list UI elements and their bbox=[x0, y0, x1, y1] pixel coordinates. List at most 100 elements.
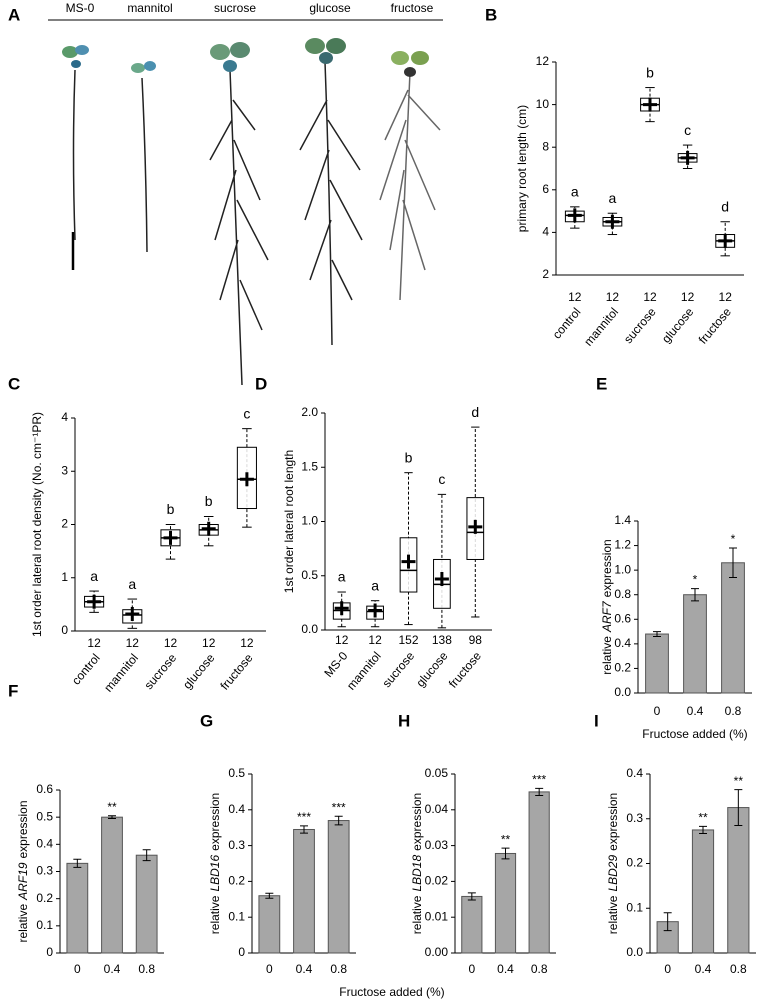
y-axis-label: primary root length (cm) bbox=[515, 105, 529, 232]
mean-marker bbox=[605, 214, 620, 229]
mean-marker bbox=[434, 572, 449, 587]
x-tick-label: 0 bbox=[664, 962, 671, 976]
y-tick-label: 0.04 bbox=[425, 802, 449, 816]
y-tick-label: 0.0 bbox=[301, 622, 318, 636]
y-tick-label: 0.4 bbox=[228, 802, 245, 816]
bar bbox=[258, 895, 281, 954]
y-tick-label: 0.05 bbox=[425, 766, 449, 780]
root bbox=[209, 69, 269, 386]
error-bar bbox=[265, 892, 274, 899]
x-tick-label: MS-0 bbox=[321, 649, 350, 680]
bar bbox=[327, 820, 350, 954]
mean-marker bbox=[680, 150, 695, 165]
y-tick-label: 0.4 bbox=[626, 766, 643, 780]
y-tick-label: 0.5 bbox=[36, 809, 53, 823]
panel-letter: F bbox=[8, 681, 18, 700]
error-bar bbox=[734, 789, 743, 826]
y-tick-label: 2 bbox=[61, 517, 68, 531]
leaf bbox=[71, 60, 81, 68]
y-tick-label: 0.2 bbox=[626, 856, 643, 870]
significance-letter: c bbox=[243, 405, 250, 421]
x-tick-label: sucrose bbox=[379, 649, 417, 690]
y-axis-label: 1st order lateral root length bbox=[282, 450, 296, 593]
mean-marker bbox=[163, 530, 178, 545]
bar bbox=[66, 862, 89, 954]
y-tick-label: 0.0 bbox=[614, 685, 631, 699]
panel-letter: E bbox=[596, 374, 607, 393]
treatment-label: glucose bbox=[309, 1, 351, 15]
y-tick-label: 0.5 bbox=[228, 766, 245, 780]
significance-annotation: *** bbox=[532, 772, 546, 786]
error-bar bbox=[729, 547, 737, 579]
leaf bbox=[131, 63, 145, 73]
bar bbox=[461, 895, 483, 954]
n-label: 12 bbox=[240, 636, 254, 650]
y-tick-label: 3 bbox=[61, 463, 68, 477]
y-axis-label: relative LBD18 expression bbox=[410, 793, 424, 934]
root bbox=[299, 61, 363, 346]
label-part: relative bbox=[410, 895, 424, 934]
y-tick-label: 0.6 bbox=[36, 782, 53, 796]
mean-marker bbox=[567, 208, 582, 223]
leaf bbox=[326, 38, 346, 54]
leaf bbox=[144, 61, 156, 71]
n-label: 138 bbox=[432, 633, 452, 647]
significance-letter: d bbox=[471, 404, 479, 420]
panel-letter: C bbox=[8, 374, 20, 393]
bar bbox=[645, 633, 669, 694]
x-tick-label: glucose bbox=[659, 305, 697, 346]
mean-marker bbox=[201, 521, 216, 536]
seedlings bbox=[71, 61, 441, 386]
panel-letter: A bbox=[8, 5, 20, 24]
panel-letter: H bbox=[398, 711, 410, 730]
y-tick-label: 0.2 bbox=[36, 891, 53, 905]
x-tick-label: 0.4 bbox=[497, 962, 514, 976]
mean-marker bbox=[368, 603, 383, 618]
y-tick-label: 0.3 bbox=[228, 838, 245, 852]
leaf bbox=[391, 51, 409, 65]
y-tick-label: 0.2 bbox=[614, 661, 631, 675]
x-tick-label: 0.4 bbox=[296, 962, 313, 976]
significance-letter: d bbox=[721, 198, 729, 214]
error-bar bbox=[699, 825, 707, 835]
error-bar bbox=[142, 849, 151, 862]
y-tick-label: 1.0 bbox=[301, 514, 318, 528]
leaf bbox=[210, 44, 230, 60]
y-axis-label: relative ARF7 expression bbox=[600, 539, 614, 674]
y-tick-label: 0.3 bbox=[626, 811, 643, 825]
significance-letter: c bbox=[684, 122, 691, 138]
y-tick-label: 0.2 bbox=[228, 874, 245, 888]
y-tick-label: 0.5 bbox=[301, 568, 318, 582]
y-tick-label: 4 bbox=[542, 225, 549, 239]
x-tick-label: mannitol bbox=[344, 649, 384, 693]
x-tick-label: mannitol bbox=[101, 651, 141, 695]
significance-letter: b bbox=[167, 501, 175, 517]
y-axis-label: 1st order lateral root density (No. cm⁻¹… bbox=[30, 412, 44, 637]
n-label: 12 bbox=[335, 633, 349, 647]
significance-annotation: ** bbox=[734, 774, 744, 788]
n-label: 12 bbox=[368, 633, 382, 647]
significance-letter: b bbox=[646, 64, 654, 80]
significance-annotation: ** bbox=[107, 800, 117, 814]
panel-letter: D bbox=[255, 374, 267, 393]
y-tick-label: 12 bbox=[536, 54, 550, 68]
x-tick-label: mannitol bbox=[581, 305, 621, 349]
y-tick-label: 0.00 bbox=[425, 945, 449, 959]
n-label: 12 bbox=[643, 290, 657, 304]
root bbox=[141, 77, 148, 253]
label-part: relative bbox=[16, 904, 30, 943]
y-tick-label: 0.01 bbox=[425, 909, 449, 923]
label-part: expression bbox=[16, 800, 30, 858]
significance-annotation: ** bbox=[501, 832, 511, 846]
n-label: 98 bbox=[469, 633, 483, 647]
x-tick-label: control bbox=[550, 305, 584, 342]
bar bbox=[528, 791, 550, 954]
y-axis-label: relative LBD16 expression bbox=[208, 793, 222, 934]
gene-name: LBD16 bbox=[208, 855, 222, 892]
significance-letter: a bbox=[371, 577, 379, 593]
leaf bbox=[411, 51, 429, 65]
gene-name: LBD29 bbox=[606, 855, 620, 892]
panel-letter: I bbox=[594, 711, 599, 730]
error-bar bbox=[300, 825, 308, 834]
